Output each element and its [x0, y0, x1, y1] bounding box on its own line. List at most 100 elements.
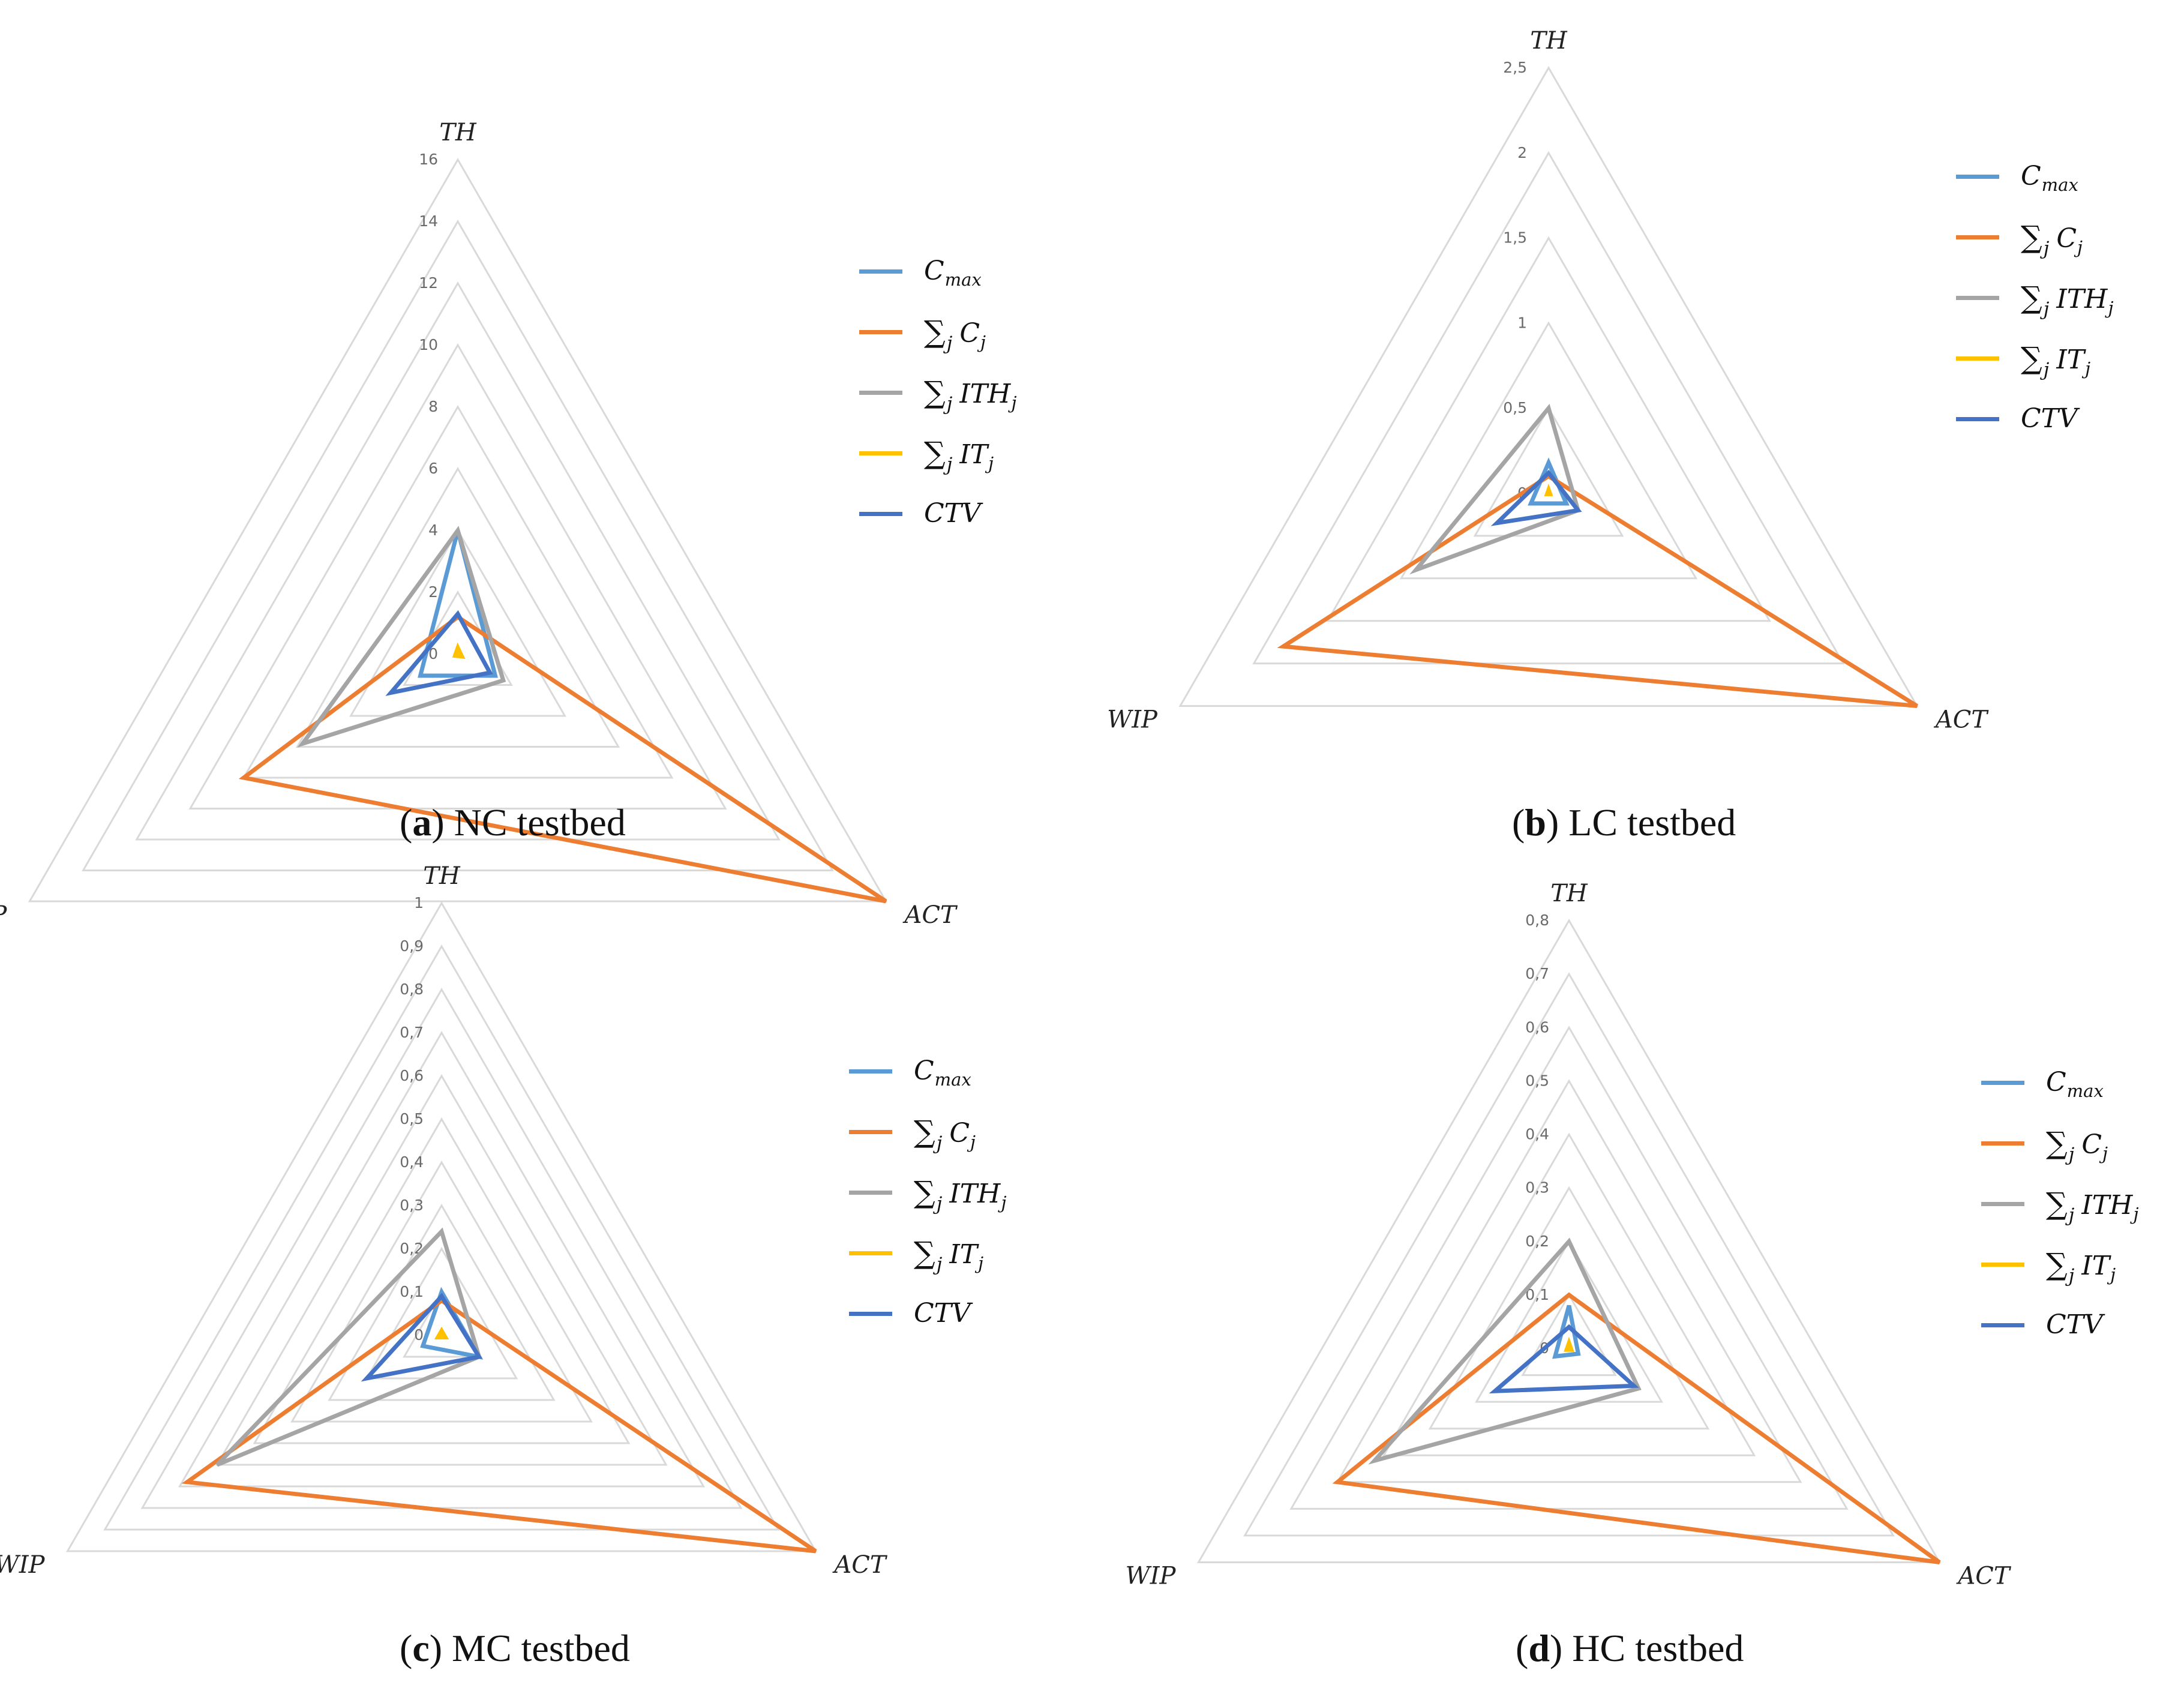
legend-label: ∑j Cj: [2021, 220, 2083, 259]
tick-label: 0,8: [1525, 912, 1549, 929]
tick-label: 1: [414, 894, 424, 912]
caption-c: (c) MC testbed: [400, 1627, 630, 1669]
tick-label: 6: [428, 460, 438, 477]
legend-swatch: [1956, 296, 1999, 300]
grid-ring: [349, 528, 566, 717]
grid-ring: [295, 466, 620, 748]
grid-ring: [82, 219, 834, 871]
panel-d: 0 0,1 0,2 0,3 0,4 0,5 0,6 0,7 0,8 TH ACT WIP Cmax ∑j…: [1092, 852, 2184, 1688]
series-sumc: [1277, 473, 1918, 708]
legend-label: CTV: [914, 1298, 971, 1329]
axis-label-th: TH: [1550, 880, 1588, 907]
series-sumith: [215, 1227, 482, 1467]
legend-label: Cmax: [2046, 1067, 2104, 1101]
tick-label: 0,8: [400, 981, 424, 998]
axis-label-act: ACT: [1955, 1563, 2011, 1590]
series-group: [181, 1227, 817, 1554]
panel-b: 0 0,5 1 1,5 2 2,5 TH ACT WIP Cmax ∑j Cj ∑j ITHj ∑j ITj…: [1092, 0, 2184, 852]
tick-label: 0,7: [400, 1024, 424, 1041]
radar-chart-c: 00,10,20,30,40,50,60,70,80,91THACTWIP: [0, 862, 888, 1579]
legend-label: CTV: [2021, 403, 2078, 434]
tick-label: 0,1: [400, 1283, 424, 1300]
legend-label: ∑j Cj: [924, 314, 986, 354]
tick-label: 0: [428, 645, 438, 662]
series-sumith: [1368, 1237, 1642, 1465]
axis-labels: TH ACT WIP: [1126, 880, 2012, 1590]
tick-label: 12: [419, 274, 438, 292]
tick-label: 0,3: [400, 1197, 424, 1214]
axis-label-th: TH: [439, 119, 477, 146]
series-sumith: [297, 526, 506, 748]
legend-label: Cmax: [914, 1056, 971, 1090]
tick-label: 0: [414, 1326, 424, 1344]
radar-grid: [28, 157, 888, 903]
legend-swatch: [1981, 1263, 2024, 1267]
tick-label: 0,2: [1525, 1233, 1549, 1250]
axis-label-wip: WIP: [1126, 1563, 1177, 1590]
radar-grid: [65, 901, 818, 1552]
tick-label: 1: [1517, 314, 1527, 331]
series-ctv: [361, 1293, 483, 1382]
legend-swatch: [849, 1130, 892, 1134]
legend-label: ∑j ITj: [914, 1236, 984, 1275]
series-sumit: [452, 642, 466, 659]
grid-ring: [1252, 151, 1845, 665]
legend-label: ∑j ITHj: [2021, 280, 2114, 320]
grid-ring: [178, 1031, 706, 1488]
legend-swatch: [849, 1312, 892, 1316]
tick-label: 0,4: [1525, 1126, 1549, 1143]
grid-ring: [103, 945, 780, 1531]
grid-ring: [65, 901, 818, 1552]
legend-swatch: [849, 1191, 892, 1195]
legend-label: ∑j Cj: [2046, 1126, 2108, 1165]
axis-label-th: TH: [423, 862, 461, 890]
tick-label: 16: [419, 151, 438, 168]
tick-labels: 0 2 4 6 8 10 12 14 16: [419, 151, 438, 662]
tick-labels: 00,10,20,30,40,50,60,70,8: [1525, 912, 1549, 1357]
series-group: [1277, 403, 1918, 708]
grid-ring: [290, 1160, 593, 1423]
legend-label: ∑j ITj: [924, 436, 994, 475]
legend-label: Cmax: [2021, 161, 2078, 195]
series-sumc: [238, 614, 887, 904]
tick-label: 0,7: [1525, 965, 1549, 982]
series-sumith: [1409, 403, 1581, 575]
grid-ring: [1326, 236, 1771, 622]
grid-ring: [242, 404, 674, 779]
tick-label: 0,3: [1525, 1179, 1549, 1197]
panel-a: 0246810121416THACTWIP Cmax∑jCj∑jITHj∑jIT…: [0, 0, 1092, 929]
axis-labels: TH ACT WIP: [1107, 27, 1989, 734]
legend-label: ∑j ITj: [2046, 1247, 2116, 1287]
tick-label: 0,6: [400, 1067, 424, 1084]
legend-swatch: [849, 1251, 892, 1255]
legend-swatch: [1956, 356, 1999, 361]
series-cmax: [418, 530, 498, 678]
legend-swatch: [1981, 1081, 2024, 1085]
axis-label-act: ACT: [832, 1551, 887, 1579]
axis-label-wip: WIP: [0, 1551, 46, 1579]
grid-ring: [1382, 1132, 1756, 1456]
legend-swatch: [1981, 1141, 2024, 1146]
series-sumc: [181, 1298, 817, 1554]
tick-label: 2: [1517, 144, 1527, 161]
series-ctv: [385, 610, 493, 696]
caption-a: (a) NC testbed: [400, 801, 626, 844]
series-ctv: [1490, 469, 1582, 526]
tick-label: 2,5: [1503, 59, 1527, 76]
grid-ring: [1475, 1239, 1663, 1403]
series-ctv: [1489, 1324, 1639, 1394]
tick-label: 0,6: [1525, 1018, 1549, 1036]
radar-grid: [1196, 919, 1942, 1563]
legend-label: ∑j ITj: [2021, 341, 2091, 380]
legend-swatch: [859, 512, 902, 516]
tick-label: 0,5: [1525, 1072, 1549, 1089]
legend-label: ∑j ITHj: [2046, 1186, 2139, 1226]
legend-swatch: [849, 1069, 892, 1074]
tick-label: 8: [428, 398, 438, 415]
legend-label: ∑j Cj: [914, 1114, 976, 1154]
legend-swatch: [859, 269, 902, 274]
grid-ring: [328, 1204, 556, 1401]
tick-label: 10: [419, 336, 438, 353]
